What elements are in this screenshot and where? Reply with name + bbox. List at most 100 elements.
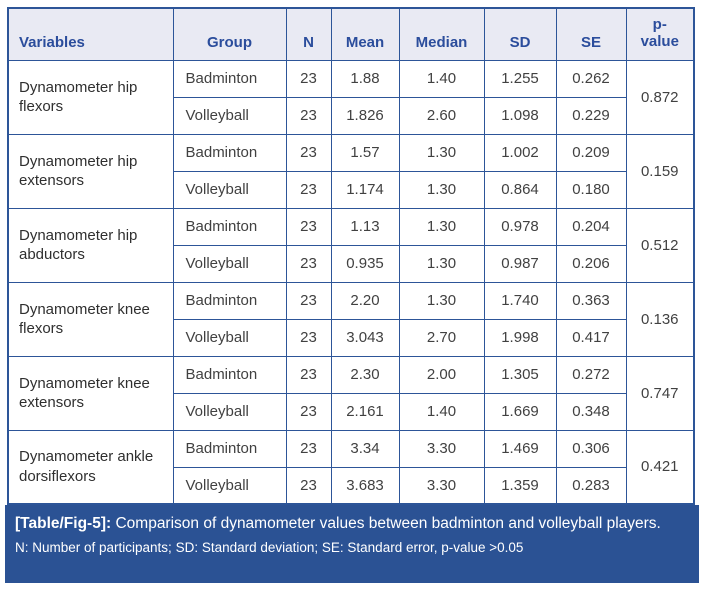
group-cell: Volleyball [172,170,287,209]
sd-cell: 1.098 [483,96,557,135]
mean-cell: 3.34 [330,429,400,468]
table-row: Volleyball 23 2.161 1.40 1.669 0.348 [8,392,694,431]
header-mean: Mean [330,7,400,61]
n-cell: 23 [285,170,332,209]
header-p-value: p-value [625,7,695,61]
variable-cell: Dynamometer hip extensors [7,133,174,209]
header-sd: SD [483,7,557,61]
header-median: Median [398,7,485,61]
n-cell: 23 [285,207,332,246]
se-cell: 0.283 [555,466,627,505]
p-value-cell: 0.136 [625,281,695,357]
se-cell: 0.272 [555,355,627,394]
caption-label: [Table/Fig-5]: [15,515,112,532]
n-cell: 23 [285,96,332,135]
mean-cell: 1.88 [330,59,400,98]
se-cell: 0.229 [555,96,627,135]
p-value-cell: 0.872 [625,59,695,135]
header-group: Group [172,7,287,61]
p-value-cell: 0.747 [625,355,695,431]
variable-cell: Dynamometer knee flexors [7,281,174,357]
mean-cell: 1.57 [330,133,400,172]
se-cell: 0.348 [555,392,627,431]
median-cell: 3.30 [398,466,485,505]
table-row: Dynamometer hip abductors Badminton 23 1… [7,207,695,283]
table-row: Volleyball 23 1.174 1.30 0.864 0.180 [8,170,694,209]
variable-cell: Dynamometer hip flexors [7,59,174,135]
group-cell: Volleyball [172,392,287,431]
se-cell: 0.262 [555,59,627,98]
mean-cell: 1.826 [330,96,400,135]
n-cell: 23 [285,318,332,357]
header-variables: Variables [7,7,174,61]
se-cell: 0.363 [555,281,627,320]
sd-cell: 0.978 [483,207,557,246]
results-table: Variables Group N Mean Median SD SE p-va… [7,7,695,505]
mean-cell: 1.174 [330,170,400,209]
n-cell: 23 [285,133,332,172]
table-row: Dynamometer hip extensors Badminton 23 1… [7,133,695,209]
n-cell: 23 [285,281,332,320]
mean-cell: 0.935 [330,244,400,283]
header-n: N [285,7,332,61]
median-cell: 1.30 [398,133,485,172]
group-cell: Volleyball [172,318,287,357]
se-cell: 0.209 [555,133,627,172]
group-cell: Badminton [172,429,287,468]
table-row: Dynamometer hip flexors Badminton 23 1.8… [7,59,695,135]
group-cell: Badminton [172,133,287,172]
sd-cell: 1.998 [483,318,557,357]
se-cell: 0.206 [555,244,627,283]
se-cell: 0.180 [555,170,627,209]
sd-cell: 1.669 [483,392,557,431]
n-cell: 23 [285,429,332,468]
header-p-value-label: p-value [640,16,679,51]
group-cell: Badminton [172,59,287,98]
sd-cell: 1.740 [483,281,557,320]
median-cell: 1.30 [398,281,485,320]
median-cell: 1.30 [398,170,485,209]
mean-cell: 2.161 [330,392,400,431]
group-cell: Badminton [172,207,287,246]
median-cell: 2.70 [398,318,485,357]
table-row: Dynamometer knee extensors Badminton 23 … [7,355,695,431]
sd-cell: 1.359 [483,466,557,505]
median-cell: 1.30 [398,207,485,246]
median-cell: 2.60 [398,96,485,135]
table-row: Dynamometer knee flexors Badminton 23 2.… [7,281,695,357]
caption-footnote: N: Number of participants; SD: Standard … [15,539,524,555]
se-cell: 0.306 [555,429,627,468]
mean-cell: 3.043 [330,318,400,357]
caption-band: [Table/Fig-5]: Comparison of dynamometer… [5,505,699,583]
group-cell: Volleyball [172,466,287,505]
n-cell: 23 [285,466,332,505]
se-cell: 0.417 [555,318,627,357]
variable-cell: Dynamometer knee extensors [7,355,174,431]
sd-cell: 0.987 [483,244,557,283]
sd-cell: 0.864 [483,170,557,209]
mean-cell: 2.30 [330,355,400,394]
sd-cell: 1.469 [483,429,557,468]
mean-cell: 2.20 [330,281,400,320]
n-cell: 23 [285,355,332,394]
mean-cell: 1.13 [330,207,400,246]
variable-cell: Dynamometer ankle dorsiflexors [7,429,174,505]
table-header-row: Variables Group N Mean Median SD SE p-va… [7,7,695,61]
sd-cell: 1.002 [483,133,557,172]
median-cell: 3.30 [398,429,485,468]
group-cell: Badminton [172,281,287,320]
group-cell: Volleyball [172,96,287,135]
group-cell: Volleyball [172,244,287,283]
p-value-cell: 0.512 [625,207,695,283]
table-row: Dynamometer ankle dorsiflexors Badminton… [7,429,695,505]
se-cell: 0.204 [555,207,627,246]
median-cell: 1.40 [398,59,485,98]
table-caption: [Table/Fig-5]: Comparison of dynamometer… [15,514,687,535]
caption-text: Comparison of dynamometer values between… [115,515,661,532]
sd-cell: 1.255 [483,59,557,98]
group-cell: Badminton [172,355,287,394]
table-row: Volleyball 23 3.683 3.30 1.359 0.283 [8,466,694,505]
table-row: Volleyball 23 3.043 2.70 1.998 0.417 [8,318,694,357]
p-value-cell: 0.159 [625,133,695,209]
header-se: SE [555,7,627,61]
